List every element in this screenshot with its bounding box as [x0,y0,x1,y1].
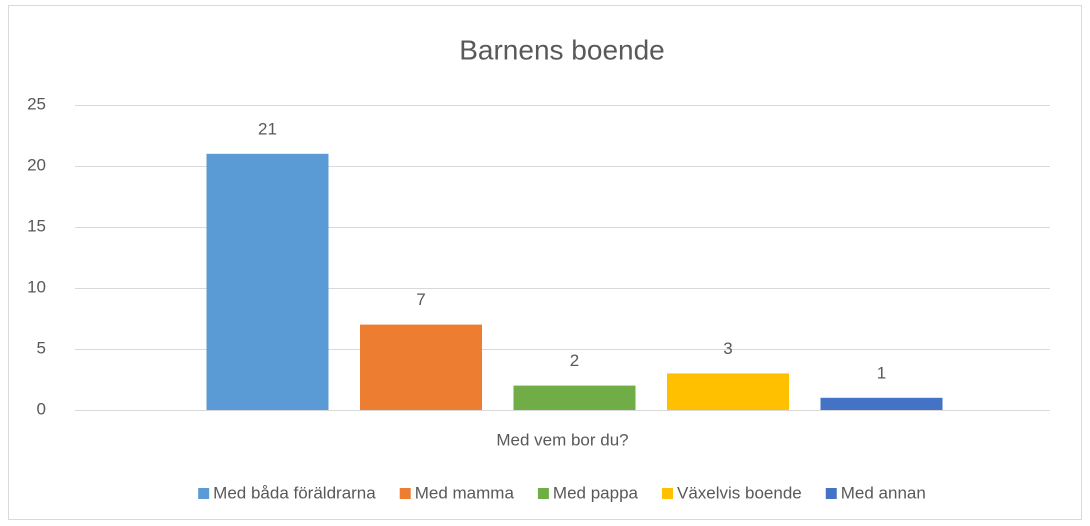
bar [513,385,636,410]
legend-label: Växelvis boende [677,483,802,502]
y-tick-label: 10 [27,277,46,296]
value-label: 21 [258,119,277,138]
legend-label: Med pappa [553,483,639,502]
value-label: 7 [416,290,425,309]
legend-swatch [661,488,673,499]
y-tick-label: 15 [27,216,46,235]
bar [820,397,943,410]
bar [667,373,789,410]
y-tick-label: 0 [37,399,46,418]
value-label: 3 [723,339,732,358]
legend-swatch [399,488,411,499]
y-tick-label: 5 [37,338,46,357]
chart-border [8,5,1082,520]
legend-swatch [198,488,210,499]
value-label: 2 [570,351,579,370]
bar [206,153,329,411]
y-tick-label: 25 [27,94,46,113]
legend-label: Med annan [841,483,926,502]
chart-title: Barnens boende [459,34,665,65]
value-label: 1 [877,363,886,382]
legend-swatch [825,488,837,499]
x-tick-label: Med vem bor du? [496,430,628,449]
legend-label: Med mamma [415,483,515,502]
y-tick-label: 20 [27,155,46,174]
legend-label: Med båda föräldrarna [213,483,376,502]
bar [360,324,482,410]
legend-swatch [537,488,549,499]
